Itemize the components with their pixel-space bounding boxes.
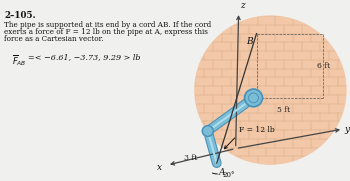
Text: 2–105.: 2–105. [4,11,36,20]
Text: $\overline{F}_{AB}$: $\overline{F}_{AB}$ [12,53,27,68]
Text: B: B [246,37,253,46]
Text: exerts a force of F = 12 lb on the pipe at A, express this: exerts a force of F = 12 lb on the pipe … [4,28,208,36]
Text: 5 ft: 5 ft [277,106,290,114]
Text: 20°: 20° [223,171,235,179]
Text: 3 ft: 3 ft [184,154,197,162]
Text: F = 12 lb: F = 12 lb [239,126,274,134]
Text: The pipe is supported at its end by a cord AB. If the cord: The pipe is supported at its end by a co… [4,21,211,29]
Circle shape [245,89,262,107]
Circle shape [195,16,346,164]
Text: x: x [157,163,162,172]
Text: =< −6.61, −3.73, 9.29 > lb: =< −6.61, −3.73, 9.29 > lb [28,53,140,61]
Text: force as a Cartesian vector.: force as a Cartesian vector. [4,35,104,43]
Text: A: A [219,168,225,177]
Circle shape [202,126,213,136]
Text: z: z [240,1,244,10]
Text: y: y [344,125,349,134]
Text: 6 ft: 6 ft [317,62,330,70]
